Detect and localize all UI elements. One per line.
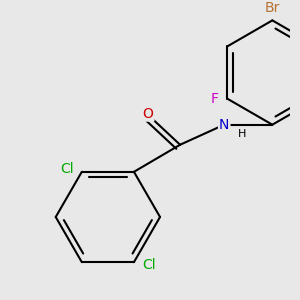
Text: O: O [142, 107, 153, 121]
Text: Cl: Cl [60, 162, 74, 176]
Text: F: F [210, 92, 218, 106]
Text: H: H [238, 129, 247, 139]
Text: Cl: Cl [142, 258, 156, 272]
Text: Br: Br [265, 1, 280, 15]
Text: N: N [219, 118, 230, 132]
